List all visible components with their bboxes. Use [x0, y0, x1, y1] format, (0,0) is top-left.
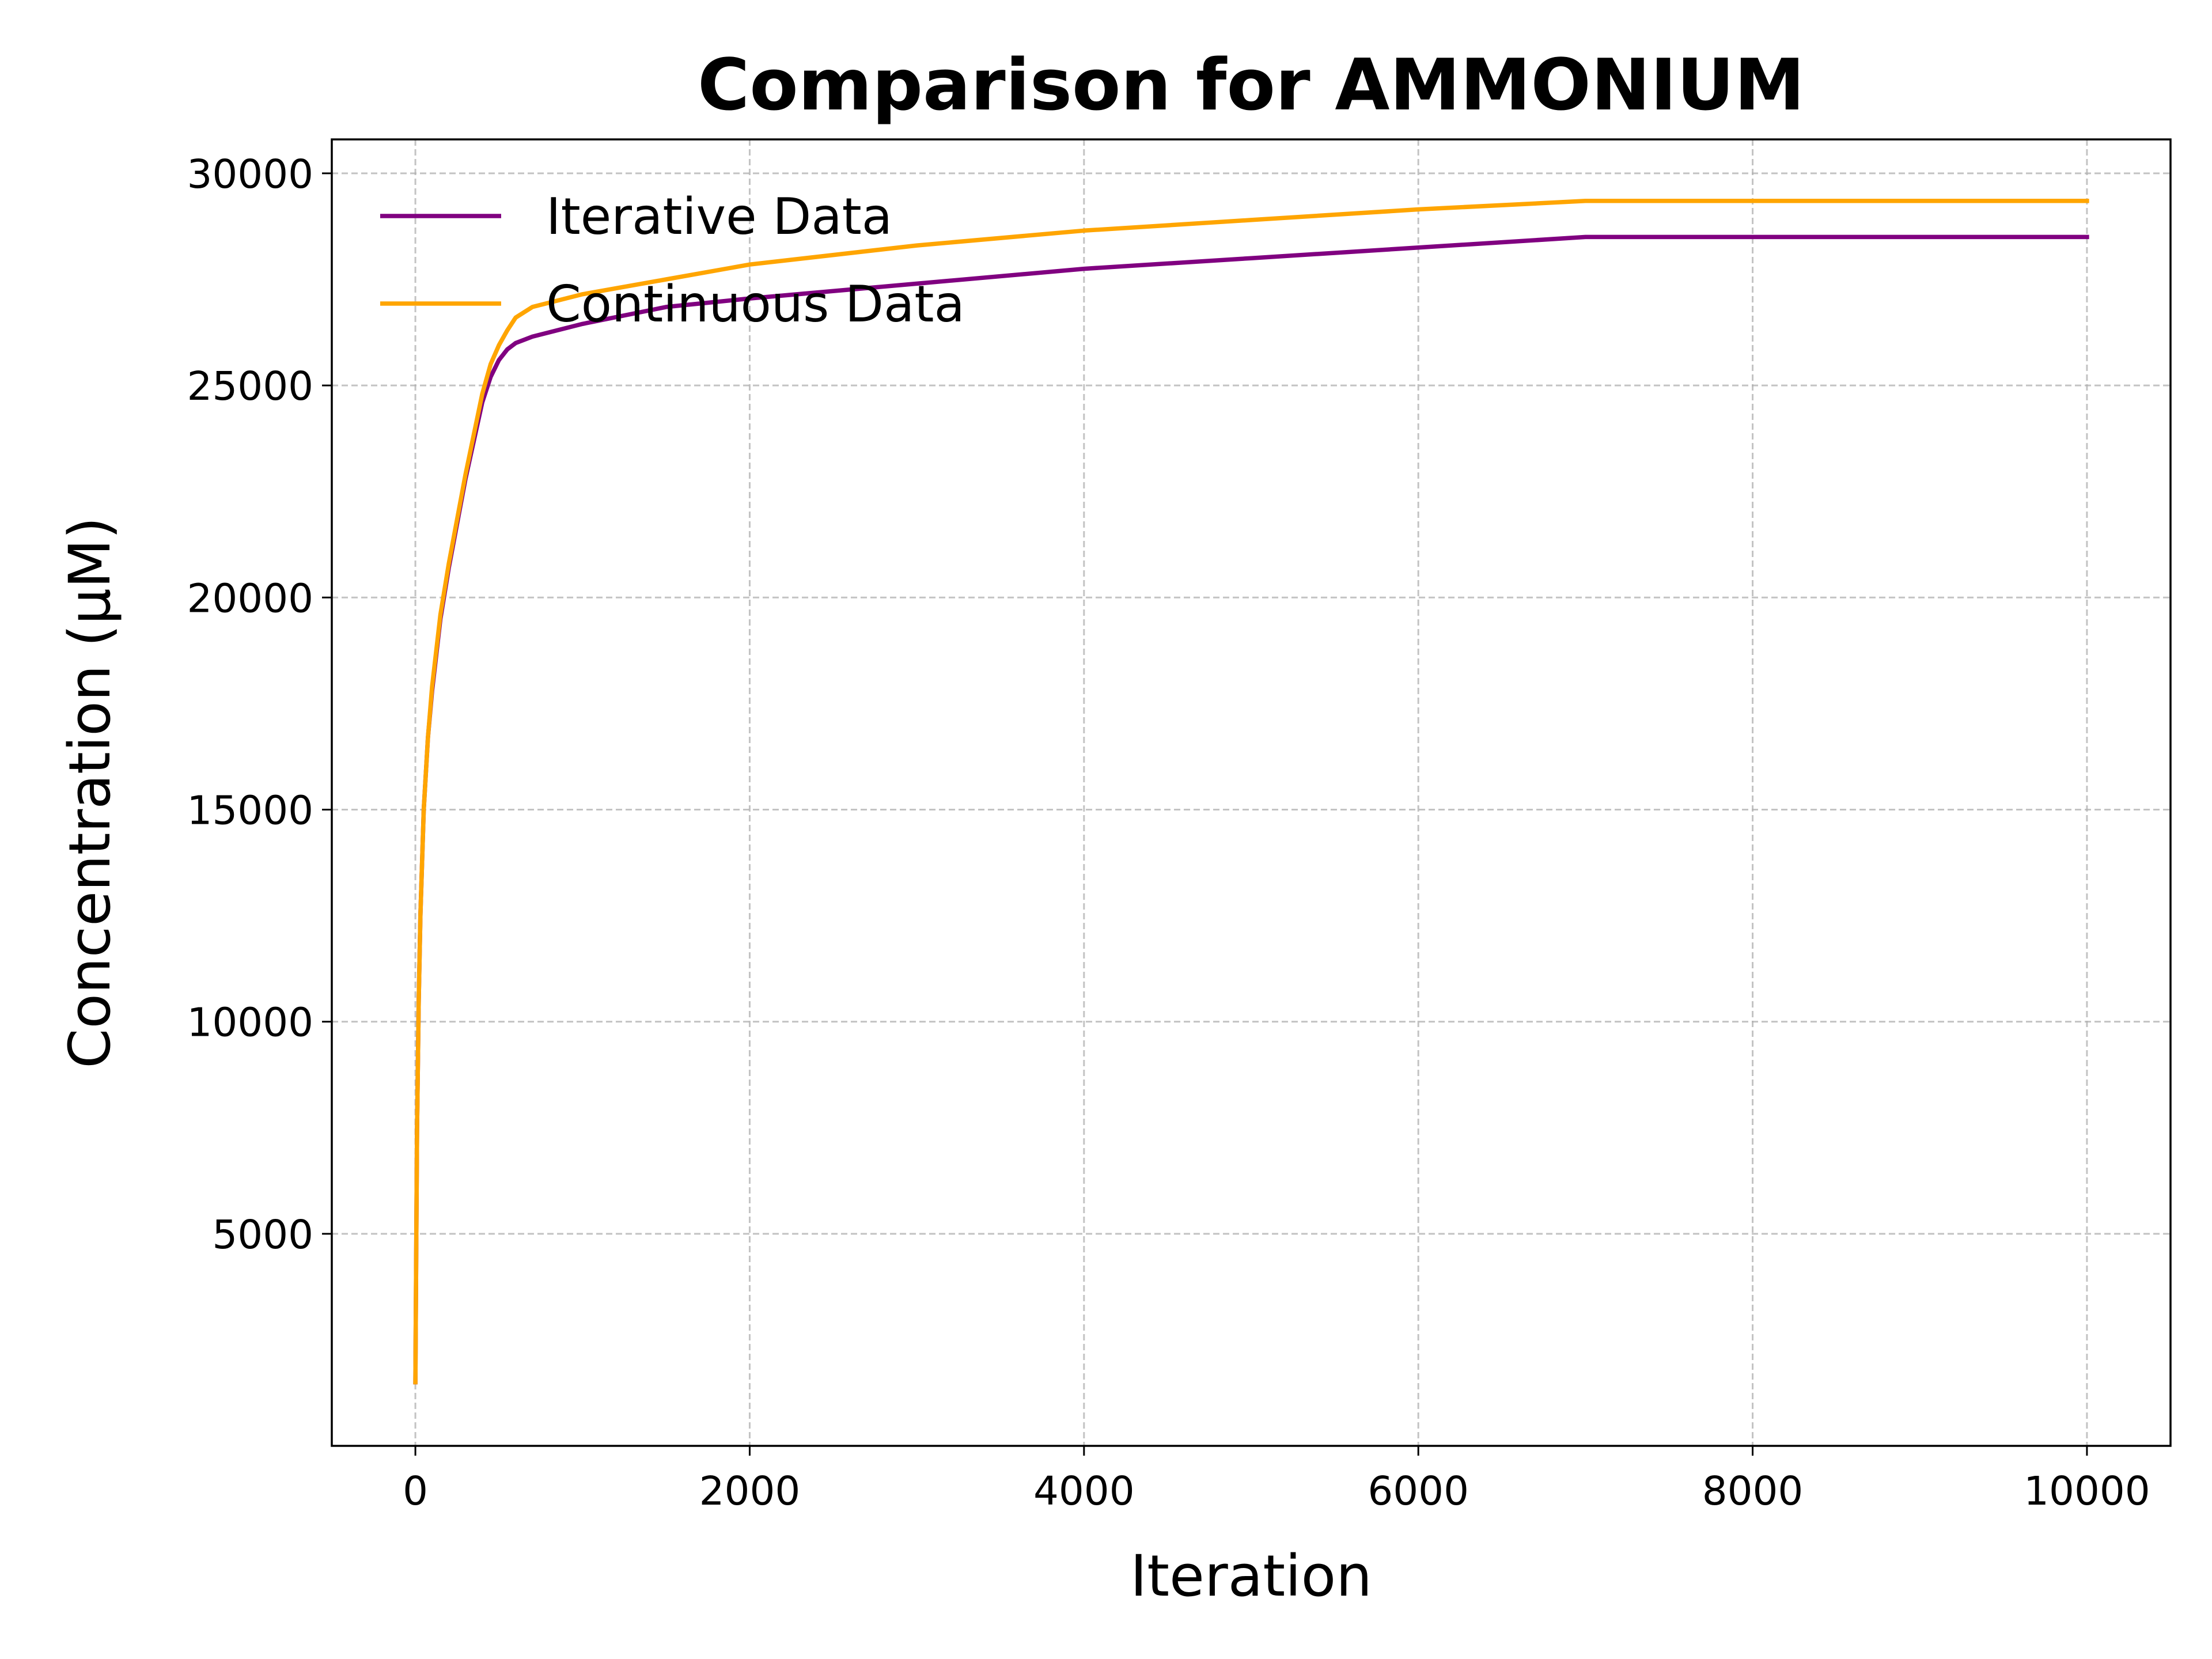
y-axis-label: Concentration (μM) — [57, 517, 123, 1068]
y-tick-label: 20000 — [187, 575, 314, 622]
series-lines — [413, 199, 2089, 1385]
y-tick-label: 25000 — [187, 363, 314, 410]
plot-frame — [331, 138, 2172, 1447]
legend: Iterative Data Continuous Data — [380, 187, 965, 334]
y-tick-label: 15000 — [187, 787, 314, 834]
chart-title: Comparison for AMMONIUM — [698, 44, 1805, 127]
series-line-continuous-data — [413, 199, 2089, 1385]
x-tick-label: 2000 — [699, 1468, 801, 1514]
legend-label-iterative-data: Iterative Data — [546, 187, 892, 246]
x-tick-label: 0 — [403, 1468, 428, 1514]
x-tick-label: 10000 — [2024, 1468, 2150, 1514]
legend-label-continuous-data: Continuous Data — [546, 275, 965, 334]
y-tick-label: 10000 — [187, 1000, 314, 1046]
axis-ticks: 0 2000 4000 6000 8000 10000 5000 10000 15000 2000… — [187, 151, 2150, 1514]
x-tick-label: 8000 — [1702, 1468, 1804, 1514]
x-tick-label: 4000 — [1033, 1468, 1135, 1514]
y-tick-label: 30000 — [187, 151, 314, 198]
y-tick-label: 5000 — [212, 1212, 313, 1258]
x-axis-label: Iteration — [1130, 1543, 1372, 1609]
x-tick-label: 6000 — [1368, 1468, 1469, 1514]
grid-lines — [332, 139, 2171, 1446]
